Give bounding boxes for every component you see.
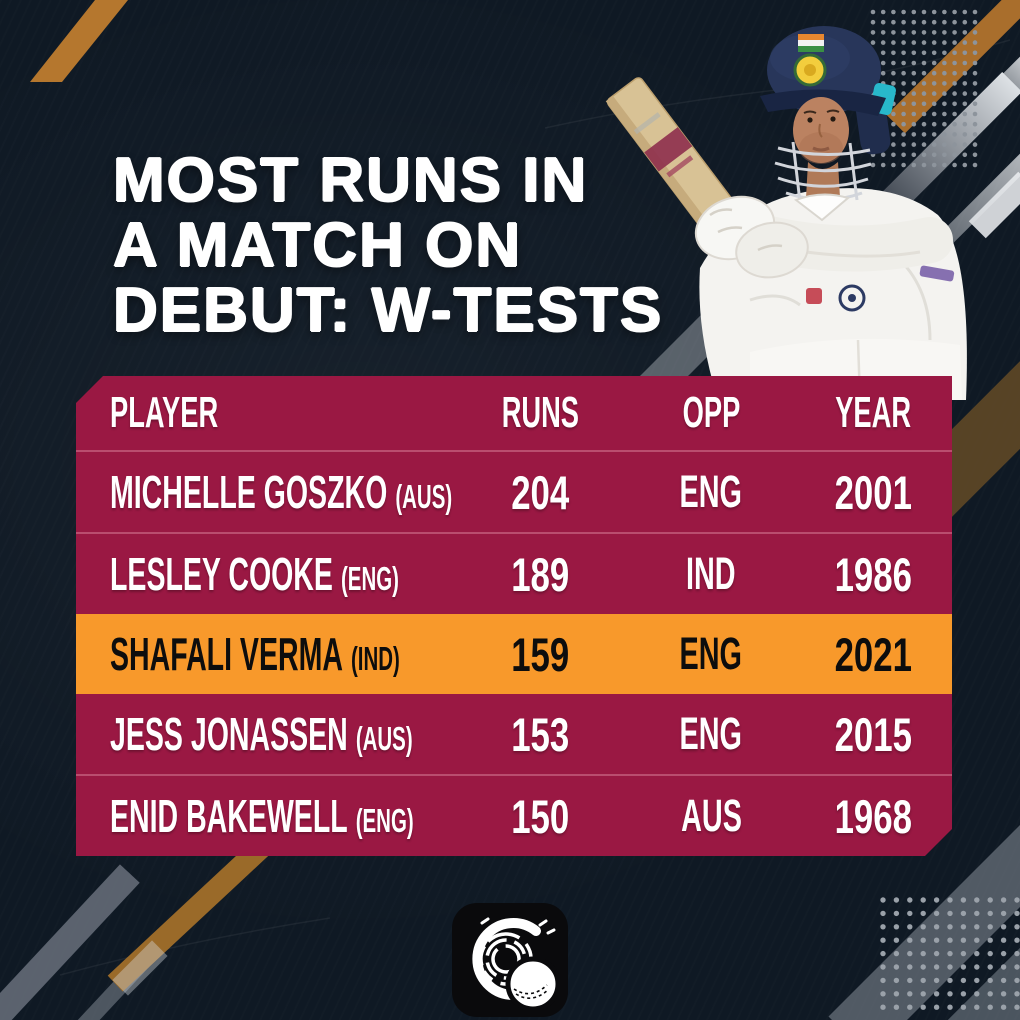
cell-player: SHAFALI VERMA (IND) [110,628,400,680]
page-title: MOST RUNS IN A MATCH ON DEBUT: W-TESTS [113,148,663,343]
cell-year: 1968 [834,789,912,843]
diagonal-stripe-cluster [828,818,1020,1020]
header-runs: RUNS [501,388,579,437]
title-line: MOST RUNS IN [113,146,589,215]
cell-player: JESS JONASSEN (AUS) [110,708,413,760]
header-player: PLAYER [110,388,219,437]
table-row: JESS JONASSEN (AUS) 153 ENG 2015 [76,694,952,776]
india-flag [798,34,824,52]
cell-runs: 204 [511,465,570,519]
stats-table: PLAYER RUNS OPP YEAR MICHELLE GOSZKO (AUS… [76,376,952,856]
table-row-highlighted: SHAFALI VERMA (IND) 159 ENG 2021 [76,614,952,694]
diagonal-stripe [901,316,1020,524]
header-year: YEAR [835,388,912,437]
cell-opp: IND [686,548,736,599]
table-row: LESLEY COOKE (ENG) 189 IND 1986 [76,534,952,614]
cricket-bat [605,77,737,233]
cell-player: LESLEY COOKE (ENG) [110,548,399,600]
brand-logo [452,903,568,1017]
dot-grid [880,897,1020,1010]
cell-opp: ENG [679,708,743,759]
cell-player: ENID BAKEWELL (ENG) [110,790,414,842]
cell-runs: 189 [511,547,570,601]
table-row: ENID BAKEWELL (ENG) 150 AUS 1968 [76,776,952,856]
cell-runs: 150 [511,789,570,843]
cell-year: 2021 [834,627,912,681]
diagonal-stripe-cluster [0,832,277,1020]
table-header-row: PLAYER RUNS OPP YEAR [76,376,952,452]
cell-player: MICHELLE GOSZKO (AUS) [110,466,453,518]
cell-opp: ENG [679,466,743,517]
cricketer-helmet-head [760,26,896,222]
cell-runs: 159 [511,627,570,681]
cell-opp: AUS [680,790,742,841]
table-row: MICHELLE GOSZKO (AUS) 204 ENG 2001 [76,452,952,534]
helmet-grille [774,141,872,203]
title-line: A MATCH ON [113,211,523,280]
cell-runs: 153 [511,707,570,761]
title-line: DEBUT: W-TESTS [113,276,664,345]
diagonal-stripe [30,0,128,82]
cricket-ball-c-icon [472,917,561,1012]
cell-year: 2015 [834,707,912,761]
cell-year: 2001 [834,465,912,519]
batting-gloves [694,195,809,279]
dot-grid [870,9,978,168]
header-opp: OPP [682,388,740,437]
cell-opp: ENG [679,628,743,679]
cell-year: 1986 [834,547,912,601]
